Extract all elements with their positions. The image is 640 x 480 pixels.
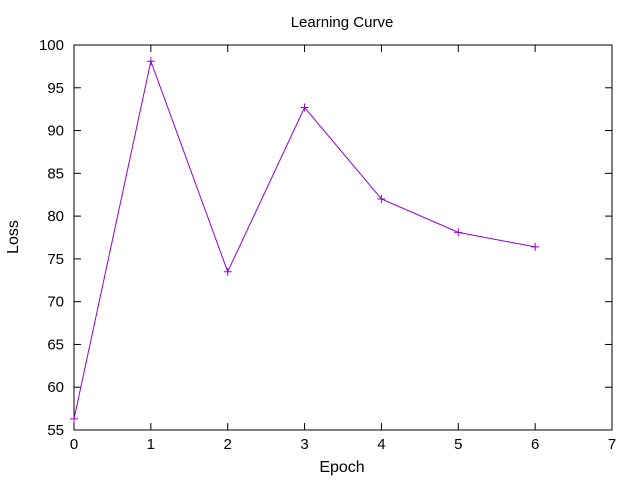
y-tick-label: 85 <box>47 165 64 182</box>
data-point <box>70 414 78 423</box>
x-tick-label: 4 <box>377 436 385 453</box>
x-tick-label: 2 <box>224 436 232 453</box>
y-tick-label: 55 <box>47 422 64 439</box>
plot-area: 0 1 2 3 4 5 6 7 55 60 65 70 75 80 85 90 95 100 <box>39 37 616 453</box>
y-tick-label: 60 <box>47 379 64 396</box>
data-point <box>454 228 463 237</box>
y-axis-label: Loss <box>5 220 22 254</box>
data-point <box>146 57 155 66</box>
series-line <box>73 59 536 419</box>
data-point <box>300 103 309 112</box>
y-tick-label: 75 <box>47 251 64 268</box>
x-tick-label: 6 <box>531 436 539 453</box>
x-axis-label: Epoch <box>319 459 364 476</box>
data-point <box>531 242 540 251</box>
y-tick-label: 70 <box>47 294 64 311</box>
chart-title: Learning Curve <box>291 14 394 31</box>
y-tick-label: 95 <box>47 80 64 97</box>
y-tick-label: 100 <box>39 37 64 54</box>
plot-frame <box>73 44 613 431</box>
y-tick-label: 90 <box>47 123 64 140</box>
y-tick-label: 80 <box>47 208 64 225</box>
x-tick-label: 5 <box>454 436 462 453</box>
x-tick-label: 1 <box>147 436 155 453</box>
x-tick-label: 0 <box>70 436 78 453</box>
data-point <box>377 195 386 203</box>
x-tick-label: 3 <box>300 436 308 453</box>
y-tick-label: 65 <box>47 336 64 353</box>
data-point <box>223 267 232 276</box>
x-tick-label: 7 <box>608 436 616 453</box>
